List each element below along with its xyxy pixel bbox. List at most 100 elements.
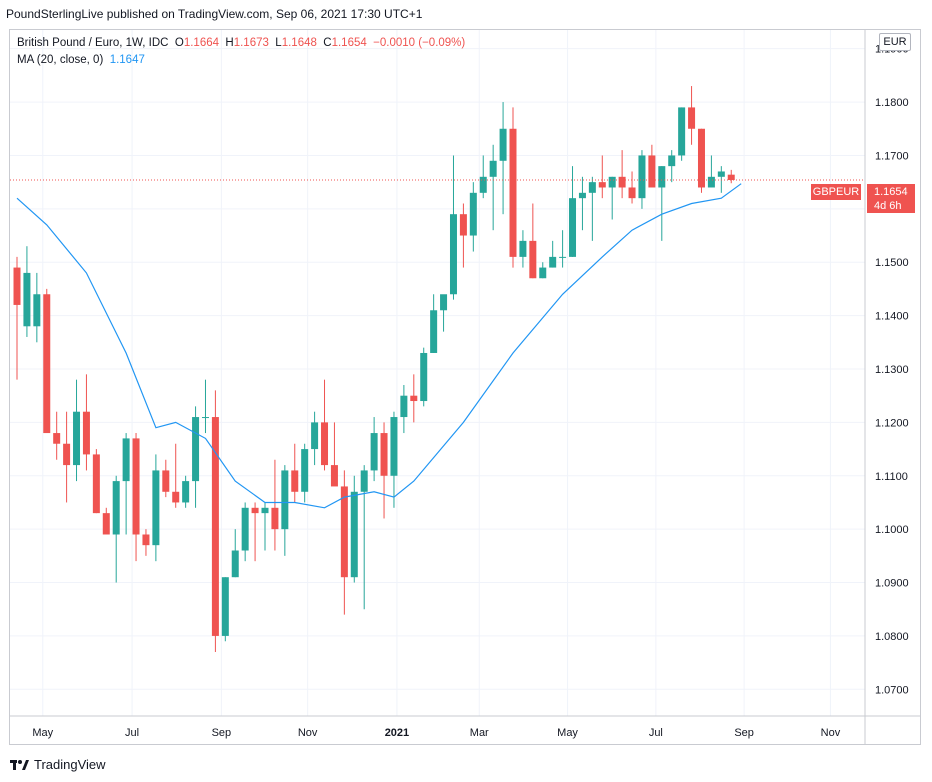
candle-body[interactable] bbox=[400, 395, 408, 418]
candle-body[interactable] bbox=[529, 240, 537, 279]
candle-body[interactable] bbox=[569, 198, 577, 257]
candle-body[interactable] bbox=[23, 272, 31, 327]
candle-body[interactable] bbox=[648, 155, 656, 188]
candle-body[interactable] bbox=[231, 550, 239, 578]
candle-body[interactable] bbox=[241, 507, 249, 551]
candle-body[interactable] bbox=[578, 192, 586, 199]
candle-body[interactable] bbox=[350, 491, 358, 578]
candle-body[interactable] bbox=[608, 176, 616, 188]
currency-selector[interactable]: EUR bbox=[879, 33, 911, 51]
candle-body[interactable] bbox=[668, 155, 676, 167]
candle-body[interactable] bbox=[112, 481, 120, 535]
x-tick-label: Mar bbox=[470, 727, 489, 739]
candle-body[interactable] bbox=[707, 176, 715, 188]
candle-body[interactable] bbox=[440, 294, 448, 311]
candle-body[interactable] bbox=[370, 433, 378, 471]
publisher-line: PoundSterlingLive published on TradingVi… bbox=[6, 7, 423, 21]
candle-body[interactable] bbox=[658, 166, 666, 188]
chart-frame bbox=[9, 29, 921, 745]
candle-body[interactable] bbox=[291, 470, 299, 492]
candle-body[interactable] bbox=[73, 411, 81, 466]
tradingview-logo-icon bbox=[10, 758, 30, 772]
candle-body[interactable] bbox=[122, 438, 130, 482]
x-tick-label: Sep bbox=[734, 727, 754, 739]
candle-body[interactable] bbox=[63, 443, 71, 466]
x-tick-label: Nov bbox=[298, 727, 318, 739]
candle-body[interactable] bbox=[13, 267, 21, 305]
candle-body[interactable] bbox=[162, 470, 170, 492]
candle-body[interactable] bbox=[410, 395, 418, 402]
candle-body[interactable] bbox=[102, 513, 110, 535]
candle-body[interactable] bbox=[33, 294, 41, 327]
candle-body[interactable] bbox=[459, 214, 467, 236]
candle-body[interactable] bbox=[519, 240, 527, 257]
candle-body[interactable] bbox=[221, 577, 229, 636]
candle-body[interactable] bbox=[499, 128, 507, 161]
x-tick-label: Jul bbox=[649, 727, 663, 739]
candle-body[interactable] bbox=[281, 470, 289, 530]
candle-body[interactable] bbox=[82, 411, 90, 455]
ma-label[interactable]: MA (20, close, 0) bbox=[17, 54, 104, 66]
candle-body[interactable] bbox=[549, 256, 557, 268]
candle-body[interactable] bbox=[390, 417, 398, 476]
candle-body[interactable] bbox=[132, 438, 140, 535]
candle-body[interactable] bbox=[638, 155, 646, 199]
candle-body[interactable] bbox=[479, 176, 487, 193]
candle-body[interactable] bbox=[559, 256, 567, 258]
candle-body[interactable] bbox=[201, 417, 209, 419]
y-tick-label: 1.1700 bbox=[875, 150, 909, 162]
candle-body[interactable] bbox=[489, 160, 497, 177]
candle-body[interactable] bbox=[697, 128, 705, 188]
y-tick-label: 1.1800 bbox=[875, 97, 909, 109]
candle-body[interactable] bbox=[43, 294, 51, 434]
candle-body[interactable] bbox=[53, 433, 61, 444]
candle-body[interactable] bbox=[301, 449, 309, 492]
candle-body[interactable] bbox=[588, 182, 596, 193]
candle-body[interactable] bbox=[678, 107, 686, 156]
candle-body[interactable] bbox=[618, 176, 626, 188]
low-label: L bbox=[275, 37, 282, 49]
bar-countdown: 4d 6h bbox=[874, 200, 902, 212]
candle-body[interactable] bbox=[330, 465, 338, 487]
candle-body[interactable] bbox=[92, 454, 100, 514]
x-tick-label: Jul bbox=[125, 727, 139, 739]
y-tick-label: 1.1300 bbox=[875, 364, 909, 376]
candle-body[interactable] bbox=[360, 470, 368, 492]
candle-body[interactable] bbox=[172, 491, 180, 503]
high-label: H bbox=[225, 37, 234, 49]
candle-body[interactable] bbox=[469, 192, 477, 236]
low-value: 1.1648 bbox=[281, 37, 317, 49]
candle-body[interactable] bbox=[628, 187, 636, 199]
candle-body[interactable] bbox=[420, 352, 428, 402]
candle-body[interactable] bbox=[430, 310, 438, 353]
candle-body[interactable] bbox=[321, 422, 329, 466]
candle-body[interactable] bbox=[717, 171, 725, 177]
close-value: 1.1654 bbox=[331, 37, 367, 49]
candle-body[interactable] bbox=[509, 128, 517, 257]
candle-body[interactable] bbox=[271, 507, 279, 530]
x-tick-label: Sep bbox=[212, 727, 232, 739]
candle-body[interactable] bbox=[192, 417, 200, 482]
candle-body[interactable] bbox=[598, 182, 606, 188]
y-tick-label: 1.1100 bbox=[875, 471, 908, 483]
candle-body[interactable] bbox=[142, 534, 150, 546]
candle-body[interactable] bbox=[251, 507, 259, 514]
last-price-tag: 1.1654 4d 6h bbox=[867, 184, 915, 213]
candle-body[interactable] bbox=[340, 486, 348, 578]
candle-body[interactable] bbox=[261, 507, 269, 514]
footer-brand[interactable]: TradingView bbox=[10, 757, 106, 772]
candle-body[interactable] bbox=[152, 470, 160, 546]
candle-body[interactable] bbox=[380, 433, 388, 476]
change-value: −0.0010 (−0.09%) bbox=[373, 37, 466, 49]
candle-body[interactable] bbox=[539, 267, 547, 279]
last-price-value: 1.1654 bbox=[874, 186, 908, 198]
candle-body[interactable] bbox=[182, 481, 190, 503]
candle-body[interactable] bbox=[211, 417, 219, 636]
candle-body[interactable] bbox=[727, 174, 735, 181]
candle-body[interactable] bbox=[311, 422, 319, 450]
candle-body[interactable] bbox=[449, 214, 457, 295]
brand-name: TradingView bbox=[34, 757, 106, 772]
candle-body[interactable] bbox=[688, 107, 696, 129]
symbol-title[interactable]: British Pound / Euro, 1W, IDC bbox=[17, 37, 169, 49]
